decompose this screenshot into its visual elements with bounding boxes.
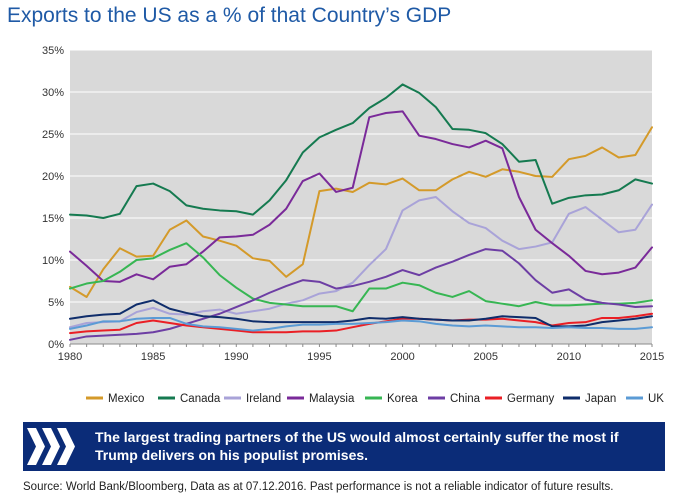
series-line-ireland xyxy=(69,196,653,329)
x-tick-label: 2010 xyxy=(557,351,581,363)
y-tick-label: 30% xyxy=(42,87,64,99)
y-axis: 0% 5% 10% 15% 20% 25% 30% 35% xyxy=(42,45,64,351)
series-line-malaysia xyxy=(69,110,653,283)
legend-label-malaysia: Malaysia xyxy=(309,393,355,405)
series-line-korea xyxy=(69,242,653,313)
legend-label-japan: Japan xyxy=(585,393,616,405)
chart-area: 0% 5% 10% 15% 20% 25% 30% 35% 1980 1985 1990 1995 2… xyxy=(42,45,664,405)
plot-background xyxy=(70,50,652,344)
x-tick-label: 1980 xyxy=(58,351,82,363)
legend-label-canada: Canada xyxy=(180,393,221,405)
message-banner: The largest trading partners of the US w… xyxy=(23,422,665,471)
y-tick-label: 5% xyxy=(48,297,64,309)
y-tick-label: 35% xyxy=(42,45,64,57)
series-line-japan xyxy=(69,299,653,328)
legend-label-germany: Germany xyxy=(507,393,555,405)
x-tick-label: 2015 xyxy=(640,351,664,363)
series-line-china xyxy=(69,248,653,341)
x-tick-label: 2000 xyxy=(390,351,414,363)
banner-text: The largest trading partners of the US w… xyxy=(95,429,619,463)
y-tick-label: 10% xyxy=(42,255,64,267)
series-lines xyxy=(69,83,653,341)
x-tick-label: 1990 xyxy=(224,351,248,363)
legend: Mexico Canada Ireland Malaysia Korea China Ger… xyxy=(86,393,664,405)
chevron-arrows-icon xyxy=(27,428,75,465)
series-line-uk xyxy=(69,316,653,332)
x-axis: 1980 1985 1990 1995 2000 2005 2010 2015 xyxy=(58,343,664,363)
x-tick-label: 1985 xyxy=(141,351,165,363)
legend-label-uk: UK xyxy=(648,393,664,405)
legend-label-china: China xyxy=(450,393,481,405)
legend-label-mexico: Mexico xyxy=(108,393,144,405)
series-line-canada xyxy=(69,83,653,219)
x-tick-label: 1995 xyxy=(307,351,331,363)
x-tick-label: 2005 xyxy=(473,351,497,363)
chart-title: Exports to the US as a % of that Country… xyxy=(7,4,452,27)
y-tick-label: 0% xyxy=(48,339,64,351)
y-tick-label: 20% xyxy=(42,171,64,183)
series-line-germany xyxy=(69,312,653,335)
series-line-mexico xyxy=(69,126,653,298)
legend-label-korea: Korea xyxy=(387,393,418,405)
source-note: Source: World Bank/Bloomberg, Data as at… xyxy=(23,481,614,493)
y-tick-label: 15% xyxy=(42,213,64,225)
y-tick-label: 25% xyxy=(42,129,64,141)
legend-label-ireland: Ireland xyxy=(246,393,281,405)
